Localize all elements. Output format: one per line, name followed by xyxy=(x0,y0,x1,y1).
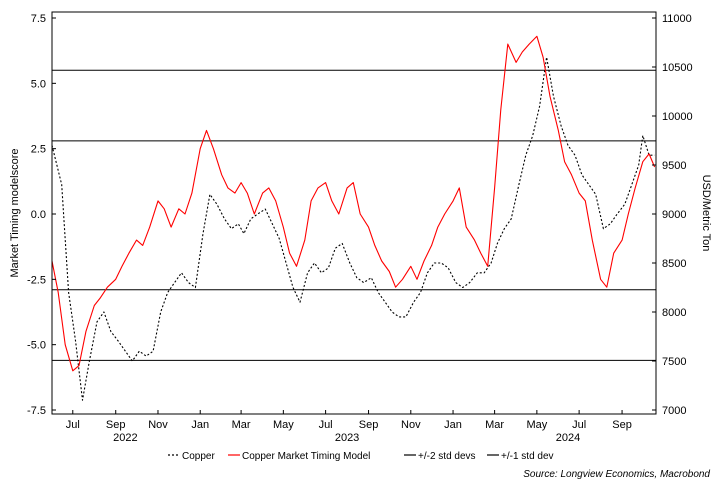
right-tick-label: 11000 xyxy=(662,13,692,25)
x-tick-label: Sep xyxy=(106,419,126,431)
x-tick-label: Nov xyxy=(148,419,168,431)
left-tick-label: -5.0 xyxy=(27,340,46,352)
left-tick-label: 7.5 xyxy=(31,13,46,25)
x-tick-label: May xyxy=(526,419,547,431)
reference-lines xyxy=(52,69,656,361)
x-tick-label: Nov xyxy=(401,419,421,431)
x-tick-label: Mar xyxy=(485,419,504,431)
left-tick-label: 0.0 xyxy=(31,209,46,221)
plot-frame xyxy=(51,11,657,415)
right-tick-label: 10000 xyxy=(662,111,693,123)
x-tick-label: Jul xyxy=(572,419,586,431)
x-year-label: 2023 xyxy=(335,432,359,444)
x-tick-label: Mar xyxy=(232,419,251,431)
x-tick-label: May xyxy=(273,419,294,431)
legend-timing-model-label: Copper Market Timing Model xyxy=(242,451,370,462)
series-lines xyxy=(51,35,656,401)
right-tick-label: 7000 xyxy=(662,405,686,417)
x-tick-label: Jul xyxy=(66,419,80,431)
x-tick-label: Jan xyxy=(444,419,462,431)
x-tick-label: Jul xyxy=(319,419,333,431)
x-axis-ticks: Jul Sep Nov Jan Mar May Jul Sep Nov Jan Mar May Jul S… xyxy=(66,410,632,444)
right-axis-ticks: 11000 10500 10000 9500 9000 8500 8000 7500 7000 xyxy=(652,13,693,417)
legend-copper-label: Copper xyxy=(182,451,215,462)
x-year-label: 2024 xyxy=(556,432,580,444)
left-tick-label: 2.5 xyxy=(31,144,46,156)
x-tick-label: Jan xyxy=(191,419,209,431)
source-note: Source: Longview Economics, Macrobond xyxy=(523,469,710,480)
legend-one-std-label: +/-1 std dev xyxy=(501,451,554,462)
series-line-timing-model xyxy=(51,35,656,372)
right-tick-label: 9000 xyxy=(662,209,686,221)
left-axis-label: Market Timing modelscore xyxy=(9,149,21,278)
right-tick-label: 9500 xyxy=(662,160,686,172)
x-year-label: 2022 xyxy=(113,432,137,444)
series-line-copper xyxy=(51,56,655,401)
right-tick-label: 7500 xyxy=(662,356,686,368)
right-axis-label: USD/Metric Ton xyxy=(700,175,712,252)
right-tick-label: 10500 xyxy=(662,62,693,74)
left-tick-label: -7.5 xyxy=(27,405,46,417)
right-tick-label: 8000 xyxy=(662,307,686,319)
right-tick-label: 8500 xyxy=(662,258,686,270)
left-tick-label: 5.0 xyxy=(31,78,46,90)
x-tick-label: Sep xyxy=(359,419,379,431)
left-tick-label: -2.5 xyxy=(27,274,46,286)
x-tick-label: Sep xyxy=(612,419,632,431)
left-axis-ticks: 7.5 5.0 2.5 0.0 -2.5 -5.0 -7.5 xyxy=(27,13,56,417)
legend-two-std-label: +/-2 std devs xyxy=(418,451,476,462)
legend: Copper Copper Market Timing Model +/-2 std… xyxy=(168,451,554,462)
